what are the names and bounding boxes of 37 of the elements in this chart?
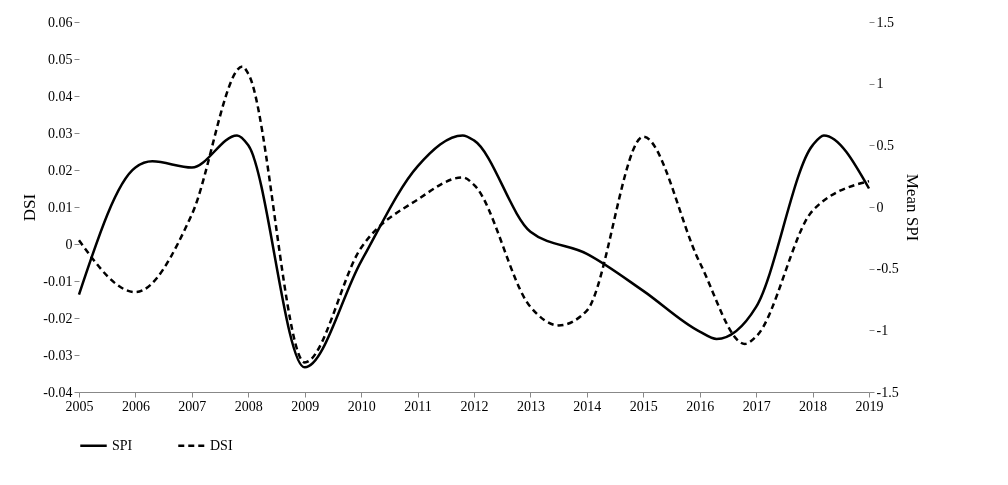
x-tick-label: 2011: [404, 398, 432, 414]
x-tick-label: 2016: [686, 398, 715, 414]
y-tick-label: 0.04: [48, 88, 73, 104]
y2-tick-label: 0.5: [876, 137, 894, 153]
y-tick-label: 0.03: [48, 125, 73, 141]
y2-tick-label: -0.5: [876, 261, 899, 277]
x-tick-label: 2009: [291, 398, 320, 414]
y-tick-label: 0.01: [48, 199, 73, 215]
x-tick-label: 2019: [855, 398, 884, 414]
y2-tick-label: 1.5: [876, 14, 894, 30]
x-tick-label: 2012: [460, 398, 489, 414]
x-tick-label: 2013: [516, 398, 545, 414]
x-tick-label: 2008: [234, 398, 263, 414]
y2-axis-title: Mean SPI: [902, 173, 922, 242]
x-tick-label: 2006: [121, 398, 150, 414]
y-tick-label: 0.06: [48, 14, 73, 30]
y2-tick-label: 0: [876, 199, 884, 215]
y-tick-label: 0.05: [48, 51, 73, 67]
y2-tick-label: -1: [876, 322, 889, 338]
x-tick-label: 2005: [65, 398, 94, 414]
x-tick-label: 2017: [742, 398, 771, 414]
y-axis-title: DSI: [20, 193, 40, 222]
x-tick-label: 2018: [799, 398, 828, 414]
legend-label: SPI: [112, 437, 133, 453]
x-tick-label: 2007: [178, 398, 207, 414]
x-tick-label: 2015: [629, 398, 658, 414]
legend-label: DSI: [210, 437, 233, 453]
x-tick-label: 2014: [573, 398, 602, 414]
y-tick-label: 0: [65, 236, 73, 252]
y2-tick-label: 1: [876, 76, 884, 92]
y-tick-label: -0.01: [43, 273, 73, 289]
x-tick-label: 2010: [347, 398, 376, 414]
y-tick-label: 0.02: [48, 162, 73, 178]
y-tick-label: -0.02: [43, 310, 73, 326]
y-tick-label: -0.03: [43, 347, 73, 363]
y-tick-label: -0.04: [43, 384, 73, 400]
y2-tick-label: -1.5: [876, 384, 899, 400]
